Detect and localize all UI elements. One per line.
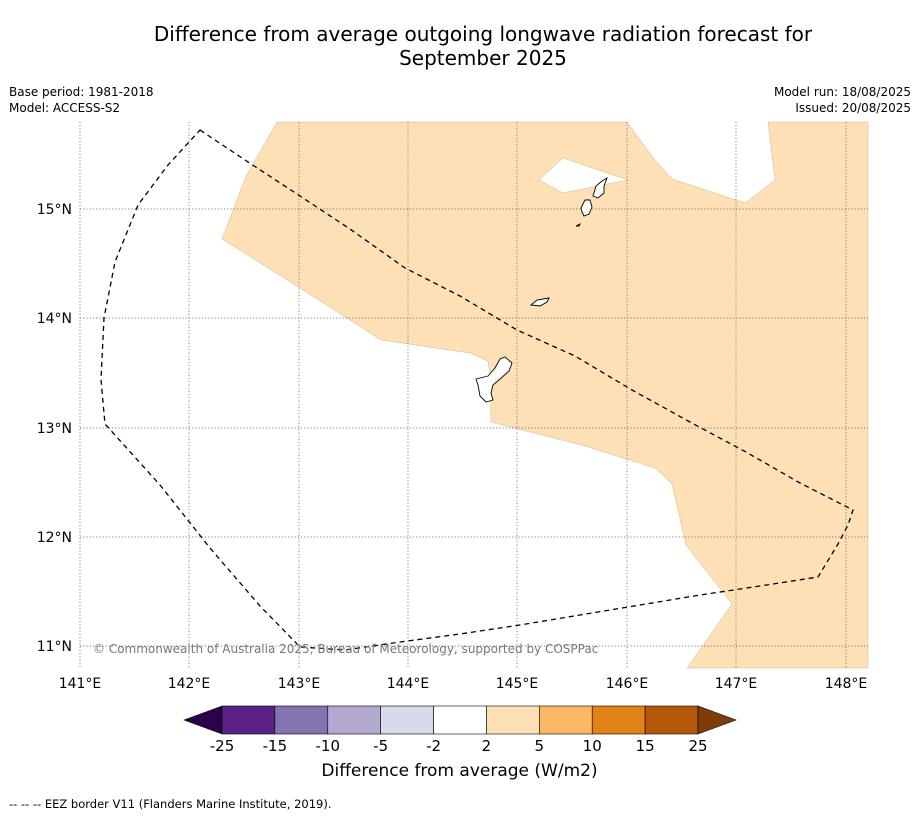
lon-label-142: 142°E: [168, 676, 211, 692]
eez-border: [100, 129, 854, 651]
colorbar: -25 -15 -10 -5 -2 2 5 10 15 25: [183, 705, 737, 755]
island-tinian: [580, 199, 593, 217]
gridlines: [79, 122, 868, 668]
colorbar-bin: [486, 705, 540, 735]
colorbar-tick-label: -5: [373, 737, 388, 755]
lat-labels: 15°N 14°N 13°N 12°N 11°N: [37, 202, 72, 655]
colorbar-bin: [221, 705, 276, 735]
colorbar-bin: [327, 705, 381, 735]
colorbar-bins: [221, 705, 699, 735]
colorbar-tick-label: -10: [316, 737, 341, 755]
colorbar-labels: -25 -15 -10 -5 -2 2 5 10 15 25: [210, 737, 708, 755]
lon-label-143: 143°E: [278, 676, 321, 692]
colorbar-bin: [380, 705, 434, 735]
meta-right: Model run: 18/08/2025 Issued: 20/08/2025: [774, 84, 911, 116]
island-aguijan: [575, 222, 582, 227]
eez-legend-footer: -- -- -- EEZ border V11 (Flanders Marine…: [9, 797, 332, 811]
lon-label-146: 146°E: [606, 676, 649, 692]
colorbar-bin: [539, 705, 593, 735]
colorbar-over-arrow: [697, 705, 737, 735]
island-guam: [475, 356, 513, 403]
lon-labels: 141°E 142°E 143°E 144°E 145°E 146°E 147°…: [59, 676, 868, 692]
island-saipan: [592, 176, 608, 199]
colorbar-bin: [644, 705, 699, 735]
base-period: Base period: 1981-2018: [9, 85, 154, 99]
lon-label-141: 141°E: [59, 676, 102, 692]
colorbar-bin: [274, 705, 329, 735]
colorbar-tick-label: 5: [535, 737, 545, 755]
lat-label-15: 15°N: [37, 202, 72, 218]
unshaded-hole: [538, 157, 629, 194]
lat-label-12: 12°N: [37, 530, 72, 546]
colorbar-tick-label: -25: [210, 737, 235, 755]
colorbar-title: Difference from average (W/m2): [321, 761, 598, 781]
colorbar-under-arrow: [183, 705, 223, 735]
title-line-1: Difference from average outgoing longwav…: [153, 22, 813, 46]
anomaly-shading: [221, 121, 869, 669]
title-line-2: September 2025: [399, 46, 567, 70]
model-name: Model: ACCESS-S2: [9, 101, 121, 115]
lat-label-11: 11°N: [37, 639, 72, 655]
lat-label-14: 14°N: [37, 311, 72, 327]
colorbar-tick-label: 25: [688, 737, 707, 755]
issued-date: Issued: 20/08/2025: [795, 101, 911, 115]
colorbar-bin: [433, 705, 487, 735]
lon-label-144: 144°E: [387, 676, 430, 692]
lon-label-145: 145°E: [496, 676, 539, 692]
islands: [475, 176, 608, 403]
meta-left: Base period: 1981-2018 Model: ACCESS-S2: [9, 84, 154, 116]
map-title: Difference from average outgoing longwav…: [0, 22, 919, 70]
lon-label-148: 148°E: [825, 676, 868, 692]
shaded-region: [221, 121, 869, 669]
colorbar-tick-label: 2: [482, 737, 492, 755]
colorbar-bin: [591, 705, 646, 735]
colorbar-tick-label: -2: [426, 737, 441, 755]
copyright-notice: © Commonwealth of Australia 2025, Bureau…: [93, 642, 598, 656]
colorbar-tick-label: 10: [583, 737, 602, 755]
colorbar-tick-label: -15: [263, 737, 288, 755]
lon-label-147: 147°E: [715, 676, 758, 692]
colorbar-tick-label: 15: [636, 737, 655, 755]
island-rota: [529, 297, 550, 307]
model-run: Model run: 18/08/2025: [773, 85, 911, 99]
lat-label-13: 13°N: [37, 421, 72, 437]
